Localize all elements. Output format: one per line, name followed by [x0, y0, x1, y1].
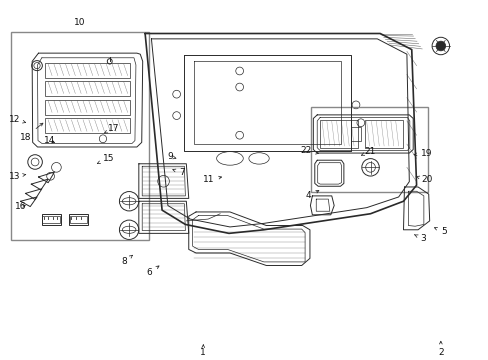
Text: 10: 10 — [74, 18, 85, 27]
Bar — [45, 81, 129, 96]
Text: 6: 6 — [146, 266, 159, 277]
Text: 18: 18 — [20, 123, 43, 141]
Text: 16: 16 — [15, 202, 26, 211]
Text: 13: 13 — [8, 172, 26, 181]
Bar — [42, 216, 60, 222]
Text: 22: 22 — [300, 146, 318, 155]
Bar — [11, 32, 149, 240]
Bar — [45, 118, 129, 134]
Text: 12: 12 — [8, 114, 25, 123]
Text: 9: 9 — [166, 152, 176, 161]
Bar — [311, 107, 427, 192]
Bar — [69, 214, 88, 225]
Bar — [42, 214, 61, 225]
Text: 1: 1 — [200, 345, 206, 357]
Text: 20: 20 — [415, 175, 432, 184]
Bar — [350, 127, 360, 141]
Text: 21: 21 — [361, 147, 375, 156]
Text: 5: 5 — [433, 227, 446, 236]
Text: 2: 2 — [437, 341, 443, 357]
Text: 15: 15 — [97, 154, 114, 163]
Text: 14: 14 — [44, 136, 55, 145]
Bar — [364, 120, 402, 148]
Circle shape — [435, 41, 445, 51]
Text: 8: 8 — [121, 255, 132, 266]
Text: 19: 19 — [413, 149, 432, 158]
Bar — [70, 216, 87, 222]
Text: 4: 4 — [305, 190, 318, 201]
Bar — [45, 63, 129, 78]
Text: 17: 17 — [104, 123, 119, 133]
Text: 3: 3 — [414, 234, 425, 243]
Text: 7: 7 — [172, 168, 184, 177]
Text: 11: 11 — [203, 175, 221, 184]
Bar — [320, 120, 357, 148]
Bar — [45, 99, 129, 114]
